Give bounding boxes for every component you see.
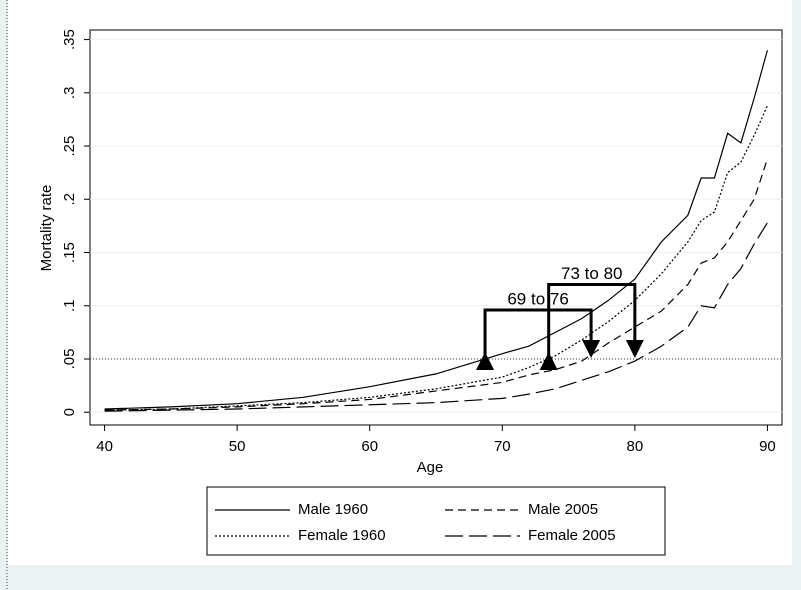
- y-axis-label: Mortality rate: [38, 185, 55, 272]
- y-tick-label: .15: [61, 242, 78, 263]
- plot-area: [89, 29, 783, 426]
- annotation-label: 73 to 80: [561, 264, 622, 283]
- annotation-label: 69 to 76: [507, 289, 568, 308]
- legend-label: Male 2005: [528, 501, 598, 518]
- series-line: [104, 105, 768, 411]
- x-tick-label: 70: [494, 438, 511, 455]
- x-tick-label: 80: [627, 438, 644, 455]
- legend-label: Female 2005: [528, 527, 616, 544]
- legend-label: Male 1960: [298, 501, 368, 518]
- x-tick-label: 50: [229, 438, 246, 455]
- y-tick-label: 0: [61, 408, 78, 416]
- y-tick-label: .3: [61, 87, 78, 100]
- y-tick-label: .1: [61, 299, 78, 312]
- annotation-bracket: [476, 308, 601, 370]
- annotation-bracket: [539, 282, 644, 370]
- x-tick-label: 90: [759, 438, 776, 455]
- y-tick-label: .25: [61, 136, 78, 157]
- y-tick-label: .2: [61, 193, 78, 206]
- y-tick-label: .05: [61, 349, 78, 370]
- series-line: [104, 222, 768, 412]
- legend: [206, 486, 666, 556]
- x-axis-label: Age: [417, 459, 444, 476]
- x-tick-label: 40: [96, 438, 113, 455]
- legend-label: Female 1960: [298, 527, 386, 544]
- y-tick-label: .35: [61, 29, 78, 50]
- series-line: [104, 50, 768, 410]
- x-tick-label: 60: [361, 438, 378, 455]
